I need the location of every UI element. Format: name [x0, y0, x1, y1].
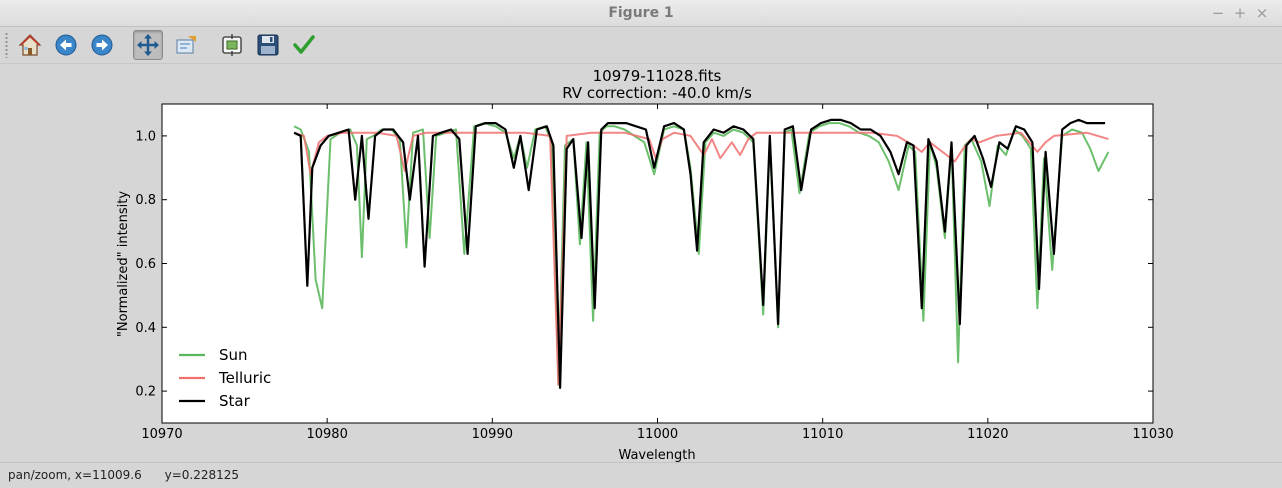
y-tick-label: 0.8: [135, 193, 156, 208]
x-tick-label: 11030: [1132, 427, 1173, 442]
forward-button[interactable]: [87, 30, 117, 60]
back-button[interactable]: [51, 30, 81, 60]
plot-frame: [161, 103, 1154, 424]
toolbar: [0, 27, 1282, 64]
subplots-config-icon: [222, 34, 242, 56]
status-bar: pan/zoom, x=11009.6 y=0.228125: [0, 462, 1282, 488]
y-tick-label: 1.0: [135, 129, 156, 144]
axes-layer: 10970 10980 10990 11000 11010 11020 11030 0.2 0.…: [135, 103, 1174, 442]
pan-button[interactable]: [133, 30, 163, 60]
x-tick-label: 11000: [637, 427, 678, 442]
legend-label-star: Star: [219, 392, 251, 410]
forward-arrow-icon: [91, 34, 113, 56]
subplots-button[interactable]: [217, 30, 247, 60]
home-button[interactable]: [15, 30, 45, 60]
minimize-button[interactable]: −: [1211, 4, 1225, 22]
x-tick-label: 11010: [802, 427, 843, 442]
status-text: pan/zoom, x=11009.6 y=0.228125: [8, 468, 239, 482]
home-icon: [18, 34, 42, 56]
y-tick-label: 0.2: [135, 385, 156, 400]
legend-label-sun: Sun: [219, 346, 248, 364]
y-tick-label: 0.6: [135, 257, 156, 272]
x-tick-label: 10970: [141, 427, 182, 442]
maximize-button[interactable]: +: [1233, 4, 1247, 22]
pan-move-icon: [137, 34, 159, 56]
checkmark-icon: [293, 35, 315, 54]
x-tick-label: 10990: [472, 427, 513, 442]
window-titlebar: Figure 1 − + ×: [0, 0, 1282, 27]
chart-title: 10979-11028.fits: [593, 67, 722, 85]
floppy-save-icon: [257, 34, 279, 56]
edit-parameters-button[interactable]: [289, 30, 319, 60]
figure-canvas[interactable]: 10979-11028.fits RV correction: -40.0 km…: [0, 64, 1282, 462]
save-button[interactable]: [253, 30, 283, 60]
y-axis-label: "Normalized" intensity: [116, 191, 131, 337]
x-tick-label: 10980: [306, 427, 347, 442]
toolbar-grip-handle[interactable]: [5, 32, 8, 58]
window-title: Figure 1: [608, 5, 674, 21]
series-line-star: [293, 118, 1106, 389]
legend: Sun Telluric Star: [179, 346, 271, 410]
chart-subtitle: RV correction: -40.0 km/s: [562, 84, 752, 102]
close-button[interactable]: ×: [1255, 4, 1269, 22]
zoom-button[interactable]: [171, 30, 201, 60]
plot-title-group: 10979-11028.fits RV correction: -40.0 km…: [562, 67, 752, 102]
y-tick-label: 0.4: [135, 321, 156, 336]
zoom-rect-icon: [176, 36, 196, 54]
series-layer: [293, 118, 1110, 389]
back-arrow-icon: [55, 34, 77, 56]
x-axis-label: Wavelength: [618, 448, 695, 462]
x-tick-label: 11020: [967, 427, 1008, 442]
legend-label-telluric: Telluric: [218, 369, 271, 387]
